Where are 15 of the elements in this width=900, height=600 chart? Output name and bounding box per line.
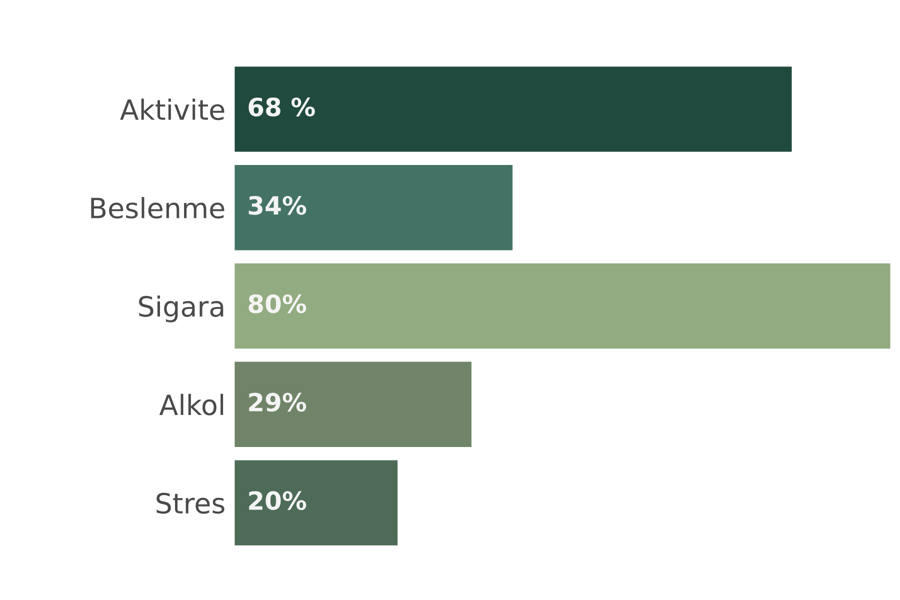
y-tick-label: Stres xyxy=(156,492,224,514)
data-label: 29% xyxy=(249,392,306,412)
data-label: 68 % xyxy=(248,98,315,116)
bar xyxy=(234,164,514,252)
bar xyxy=(234,65,794,154)
bar xyxy=(234,458,399,547)
bar xyxy=(234,262,891,350)
data-label: 80% xyxy=(248,294,306,314)
data-label: 20% xyxy=(249,491,306,510)
y-tick-label: Alkol xyxy=(159,394,224,416)
y-tick-label: Beslenme xyxy=(91,197,224,219)
data-label: 34% xyxy=(248,196,306,215)
bar xyxy=(234,360,473,448)
y-tick-label: Aktivite xyxy=(120,98,224,120)
y-tick-label: Sigara xyxy=(139,295,224,322)
